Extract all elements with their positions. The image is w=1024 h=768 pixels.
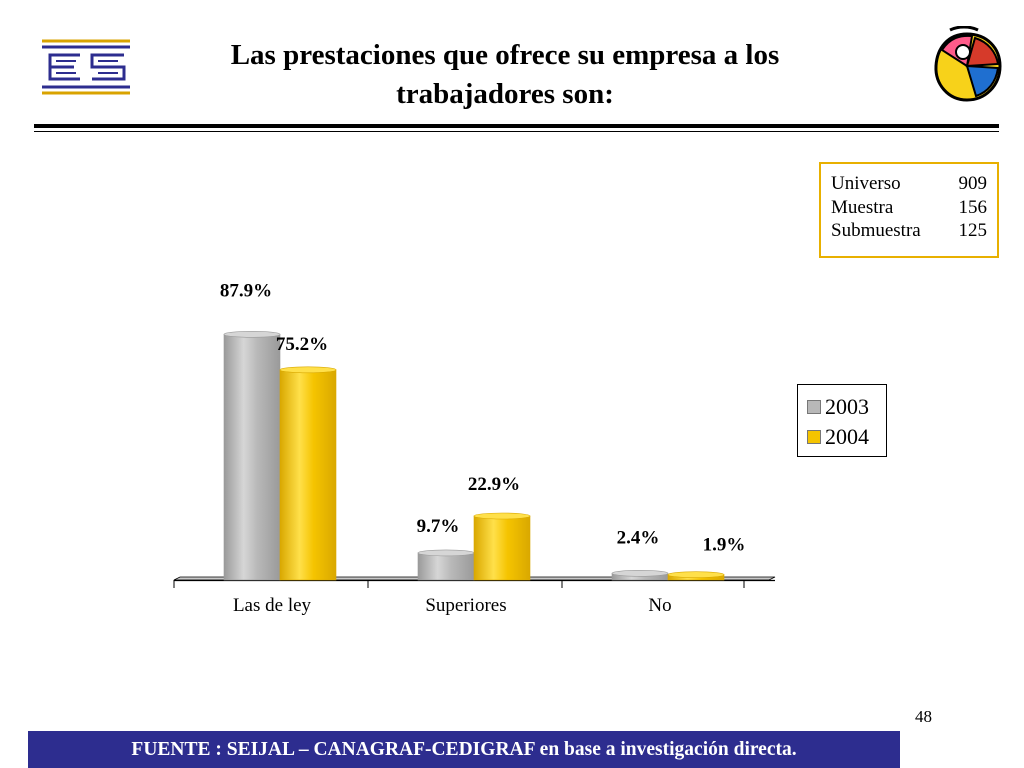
title-line-1: Las prestaciones que ofrece su empresa a… <box>230 39 780 71</box>
sample-row-value: 125 <box>958 220 988 241</box>
page-title: Las prestaciones que ofrece su empresa a… <box>190 36 820 114</box>
bar-2004 <box>473 515 531 581</box>
footer-text: FUENTE : SEIJAL – CANAGRAF-CEDIGRAF en b… <box>131 739 797 760</box>
bar-top-2003 <box>417 549 475 557</box>
chart-legend: 2003 2004 <box>797 384 887 457</box>
x-tick-label: Las de ley <box>233 595 312 616</box>
sample-row-value: 156 <box>958 196 988 218</box>
header-divider-thick <box>34 124 999 128</box>
sample-row-label: Universo <box>831 173 901 194</box>
legend-label-2003: 2003 <box>825 394 869 419</box>
source-footer: FUENTE : SEIJAL – CANAGRAF-CEDIGRAF en b… <box>28 731 900 768</box>
data-label: 75.2% <box>276 334 328 355</box>
title-line-2: trabajadores son: <box>396 78 614 110</box>
bar-top-2004 <box>667 571 725 578</box>
bar-top-2004 <box>473 512 531 520</box>
data-label: 1.9% <box>703 535 746 556</box>
header-divider-thin <box>34 131 999 132</box>
legend-swatch-2003 <box>807 400 821 414</box>
cedigraf-logo-icon <box>42 39 130 95</box>
sample-row-value: 909 <box>958 173 988 194</box>
bar-2003 <box>417 552 475 581</box>
color-circle-logo-icon <box>934 26 1002 102</box>
sample-row-label: Muestra <box>831 196 894 218</box>
sample-row: Muestra 156 <box>831 196 987 220</box>
legend-item-2004: 2004 <box>807 422 886 452</box>
legend-item-2003: 2003 <box>807 392 886 422</box>
x-tick-label: Superiores <box>425 595 506 616</box>
page-number: 48 <box>915 707 932 726</box>
sample-row-label: Submuestra <box>831 220 921 241</box>
sample-row: Universo 909 <box>831 172 987 196</box>
legend-label-2004: 2004 <box>825 424 869 449</box>
data-label: 2.4% <box>617 527 660 548</box>
sample-row: Submuestra 125 <box>831 219 987 243</box>
bar-top-2004 <box>279 366 337 374</box>
bar-2004 <box>279 369 337 581</box>
bar-2003 <box>223 334 281 581</box>
sample-size-box: Universo 909 Muestra 156 Submuestra 125 <box>819 162 999 258</box>
legend-swatch-2004 <box>807 430 821 444</box>
bar-top-2003 <box>611 569 669 577</box>
bar-top-2003 <box>223 331 281 338</box>
data-label: 9.7% <box>417 516 460 537</box>
data-label: 22.9% <box>468 474 520 495</box>
x-tick-label: No <box>648 595 671 616</box>
data-label: 87.9% <box>220 280 272 301</box>
